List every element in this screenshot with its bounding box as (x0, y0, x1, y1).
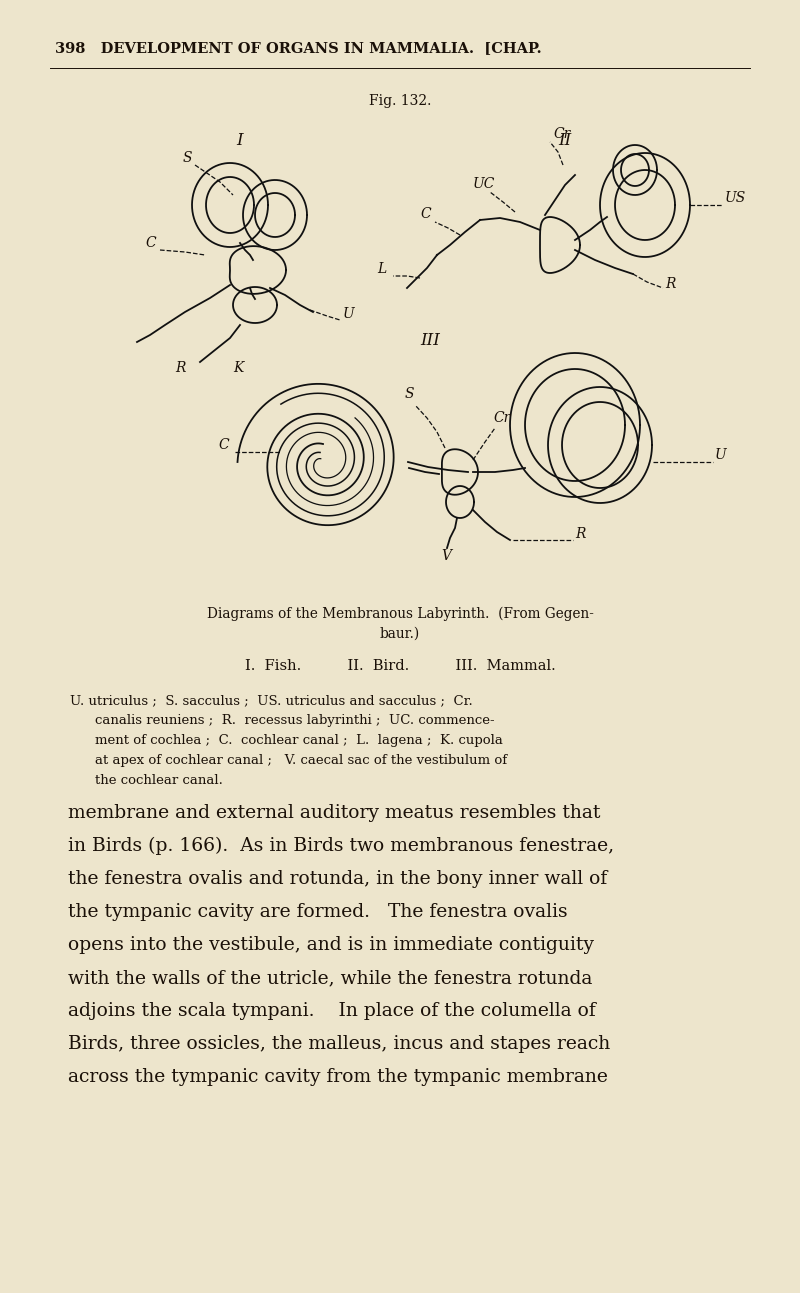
Text: C: C (218, 438, 229, 453)
Text: L: L (377, 262, 386, 275)
Text: adjoins the scala tympani.    In place of the columella of: adjoins the scala tympani. In place of t… (68, 1002, 596, 1020)
Text: V: V (441, 550, 451, 562)
Text: UC: UC (473, 177, 495, 191)
Text: with the walls of the utricle, while the fenestra rotunda: with the walls of the utricle, while the… (68, 968, 592, 987)
Text: S: S (405, 387, 414, 401)
Text: at apex of cochlear canal ;   V. caecal sac of the vestibulum of: at apex of cochlear canal ; V. caecal sa… (95, 754, 507, 767)
Text: III: III (420, 331, 440, 349)
Text: US: US (725, 191, 746, 206)
Text: U: U (343, 306, 354, 321)
Text: I: I (237, 132, 243, 149)
Text: S: S (183, 151, 193, 166)
Text: membrane and external auditory meatus resembles that: membrane and external auditory meatus re… (68, 804, 600, 822)
Text: the tympanic cavity are formed.   The fenestra ovalis: the tympanic cavity are formed. The fene… (68, 903, 568, 921)
Text: R: R (175, 361, 186, 375)
Text: in Birds (p. 166).  As in Birds two membranous fenestrae,: in Birds (p. 166). As in Birds two membr… (68, 837, 614, 855)
Text: C: C (145, 237, 156, 250)
Text: across the tympanic cavity from the tympanic membrane: across the tympanic cavity from the tymp… (68, 1068, 608, 1086)
Text: 398   DEVELOPMENT OF ORGANS IN MAMMALIA.  [CHAP.: 398 DEVELOPMENT OF ORGANS IN MAMMALIA. [… (55, 41, 542, 56)
Text: opens into the vestibule, and is in immediate contiguity: opens into the vestibule, and is in imme… (68, 936, 594, 954)
Text: the fenestra ovalis and rotunda, in the bony inner wall of: the fenestra ovalis and rotunda, in the … (68, 870, 607, 888)
Text: U: U (715, 447, 726, 462)
Text: baur.): baur.) (380, 627, 420, 641)
Text: ment of cochlea ;  C.  cochlear canal ;  L.  lagena ;  K. cupola: ment of cochlea ; C. cochlear canal ; L.… (95, 734, 503, 747)
Text: the cochlear canal.: the cochlear canal. (95, 775, 223, 787)
Text: C: C (420, 207, 430, 221)
Text: Cr: Cr (493, 411, 510, 425)
Text: Diagrams of the Membranous Labyrinth.  (From Gegen-: Diagrams of the Membranous Labyrinth. (F… (206, 606, 594, 621)
Text: I.  Fish.          II.  Bird.          III.  Mammal.: I. Fish. II. Bird. III. Mammal. (245, 659, 555, 672)
Text: II: II (558, 132, 572, 149)
Text: U. utriculus ;  S. sacculus ;  US. utriculus and sacculus ;  Cr.: U. utriculus ; S. sacculus ; US. utricul… (70, 694, 473, 707)
Text: Birds, three ossicles, the malleus, incus and stapes reach: Birds, three ossicles, the malleus, incu… (68, 1034, 610, 1053)
Text: R: R (575, 528, 586, 540)
Text: K: K (233, 361, 243, 375)
Text: Fig. 132.: Fig. 132. (369, 94, 431, 109)
Text: Cr: Cr (553, 127, 570, 141)
Text: R: R (665, 277, 675, 291)
Text: canalis reuniens ;  R.  recessus labyrinthi ;  UC. commence-: canalis reuniens ; R. recessus labyrinth… (95, 714, 494, 727)
